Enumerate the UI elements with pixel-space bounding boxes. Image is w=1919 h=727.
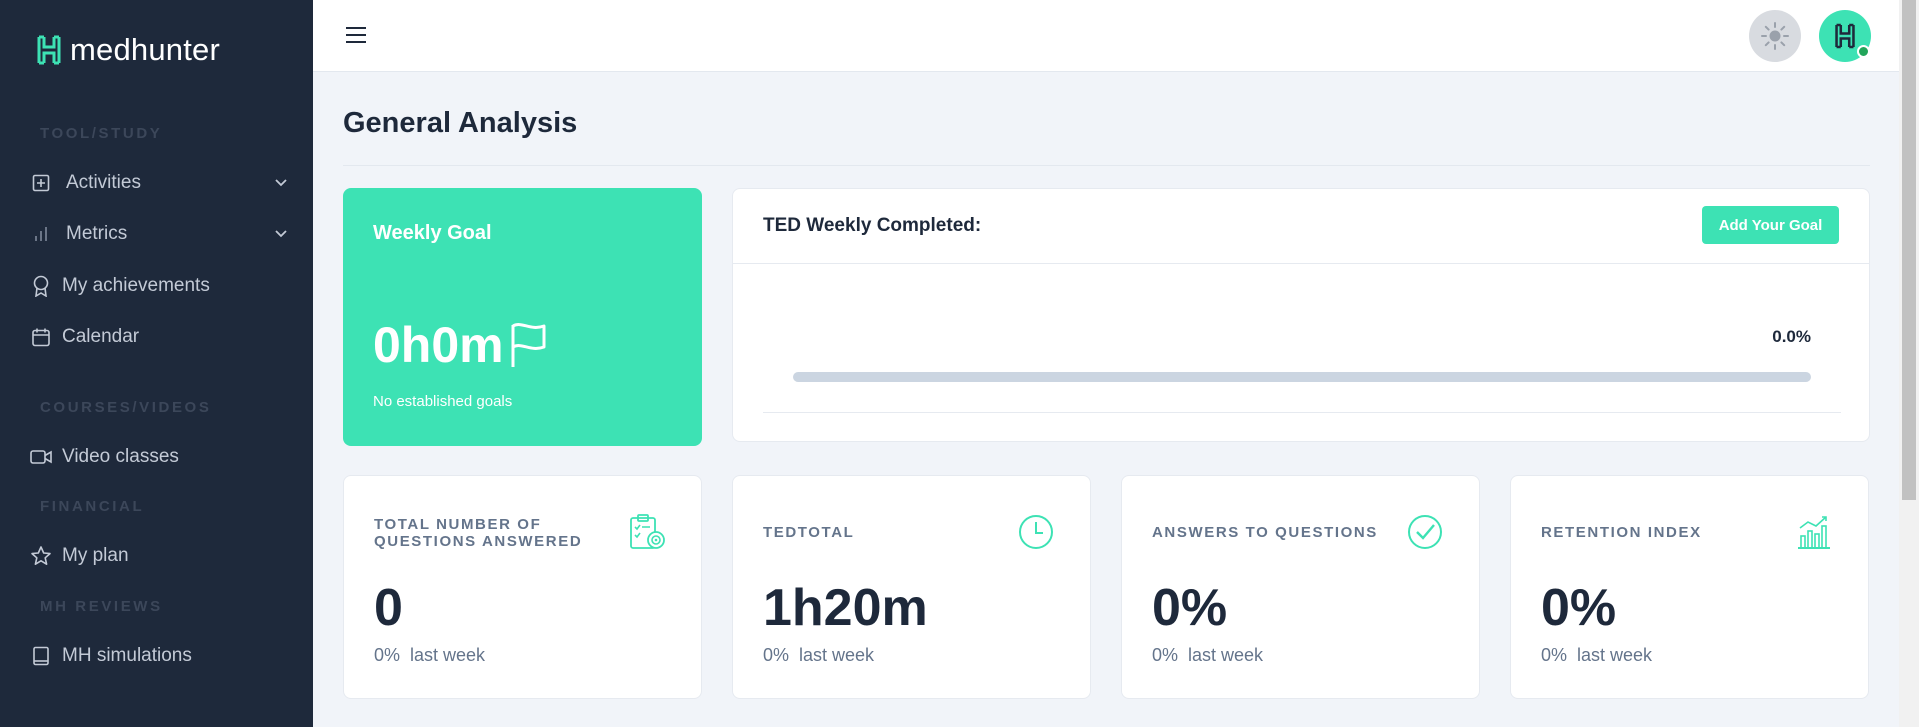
add-your-goal-button[interactable]: Add Your Goal bbox=[1702, 206, 1839, 244]
stat-trend-text: last week bbox=[1188, 645, 1264, 665]
stat-trend: 0% last week bbox=[1152, 645, 1263, 666]
online-status-indicator bbox=[1857, 45, 1870, 58]
divider bbox=[733, 263, 1869, 264]
stat-card-retention-index: RETENTION INDEX 0% 0% last week bbox=[1510, 475, 1869, 699]
clock-icon bbox=[1019, 515, 1053, 549]
sidebar-item-label: My achievements bbox=[62, 275, 210, 296]
stat-value: 0% bbox=[1152, 579, 1228, 637]
stat-card-tedtotal: TEDTOTAL 1h20m 0% last week bbox=[732, 475, 1091, 699]
section-courses-videos: COURSES/VIDEOS bbox=[40, 399, 212, 416]
scrollbar-thumb[interactable] bbox=[1902, 0, 1916, 500]
stat-label: TOTAL NUMBER OF QUESTIONS ANSWERED bbox=[374, 516, 582, 550]
sidebar-item-mh-simulations[interactable]: MH simulations bbox=[30, 638, 290, 674]
sidebar-item-activities[interactable]: Activities bbox=[30, 165, 290, 201]
divider bbox=[343, 165, 1870, 166]
flag-icon bbox=[511, 323, 546, 367]
book-icon bbox=[30, 645, 52, 667]
clipboard-target-icon bbox=[630, 514, 665, 549]
stat-value: 0% bbox=[1541, 579, 1617, 637]
stat-trend-percent: 0% bbox=[1541, 645, 1568, 665]
weekly-goal-card: Weekly Goal 0h0m No established goals bbox=[343, 188, 702, 446]
section-mh-reviews: MH REVIEWS bbox=[40, 598, 163, 615]
weekly-goal-value: 0h0m bbox=[373, 317, 504, 373]
sidebar-item-my-plan[interactable]: My plan bbox=[30, 538, 290, 574]
stat-trend-text: last week bbox=[410, 645, 486, 665]
check-circle-icon bbox=[1408, 515, 1442, 549]
weekly-goal-value-row: 0h0m bbox=[373, 316, 550, 374]
brand-name: medhunter bbox=[70, 32, 221, 67]
chevron-down-icon bbox=[275, 230, 287, 238]
medhunter-logo-icon bbox=[1835, 23, 1855, 49]
ted-weekly-title: TED Weekly Completed: bbox=[763, 215, 982, 236]
stat-trend-percent: 0% bbox=[1152, 645, 1179, 665]
stat-trend: 0% last week bbox=[1541, 645, 1652, 666]
sidebar-item-label: Calendar bbox=[62, 326, 140, 347]
bar-chart-icon bbox=[30, 223, 52, 245]
calendar-icon bbox=[30, 326, 52, 348]
sidebar-item-calendar[interactable]: Calendar bbox=[30, 319, 290, 355]
stat-trend: 0% last week bbox=[763, 645, 874, 666]
brand-logo[interactable]: medhunter bbox=[36, 32, 220, 68]
ted-weekly-percent: 0.0% bbox=[1772, 327, 1811, 346]
stat-label: TEDTOTAL bbox=[763, 524, 855, 541]
page-title: General Analysis bbox=[343, 107, 578, 139]
stat-label-line: QUESTIONS ANSWERED bbox=[374, 533, 583, 550]
weekly-goal-title: Weekly Goal bbox=[373, 222, 492, 244]
video-icon bbox=[30, 446, 52, 468]
medhunter-logo-icon bbox=[37, 35, 61, 65]
weekly-goal-subtitle: No established goals bbox=[373, 393, 513, 410]
sidebar-item-my-achievements[interactable]: My achievements bbox=[30, 268, 290, 304]
topbar bbox=[313, 0, 1899, 72]
section-financial: FINANCIAL bbox=[40, 498, 145, 515]
sidebar-item-label: My plan bbox=[62, 545, 129, 566]
sidebar-item-label: MH simulations bbox=[62, 645, 192, 666]
stat-trend-percent: 0% bbox=[763, 645, 790, 665]
ted-weekly-progress-bar bbox=[793, 372, 1811, 382]
avatar[interactable] bbox=[1819, 10, 1871, 62]
sun-icon bbox=[1761, 22, 1789, 50]
sidebar-item-label: Metrics bbox=[66, 223, 128, 244]
sidebar-item-label: Video classes bbox=[62, 446, 179, 467]
stat-label: RETENTION INDEX bbox=[1541, 524, 1702, 541]
ted-weekly-card: TED Weekly Completed: Add Your Goal 0.0% bbox=[732, 188, 1870, 442]
divider bbox=[763, 412, 1841, 413]
stat-value: 0 bbox=[374, 579, 403, 637]
chevron-down-icon bbox=[275, 179, 287, 187]
stat-trend-text: last week bbox=[1577, 645, 1653, 665]
plus-square-icon bbox=[30, 172, 52, 194]
stat-trend-percent: 0% bbox=[374, 645, 401, 665]
sidebar: medhunter TOOL/STUDY Activities Metrics … bbox=[0, 0, 313, 727]
theme-toggle-button[interactable] bbox=[1749, 10, 1801, 62]
sidebar-item-label: Activities bbox=[66, 172, 141, 193]
section-tool-study: TOOL/STUDY bbox=[40, 125, 163, 142]
stat-label: ANSWERS TO QUESTIONS bbox=[1152, 524, 1378, 541]
stat-trend: 0% last week bbox=[374, 645, 485, 666]
stat-card-questions-answered: TOTAL NUMBER OF QUESTIONS ANSWERED 0 0% l… bbox=[343, 475, 702, 699]
stat-card-answers-to-questions: ANSWERS TO QUESTIONS 0% 0% last week bbox=[1121, 475, 1480, 699]
page-scrollbar[interactable] bbox=[1899, 0, 1919, 727]
sidebar-item-metrics[interactable]: Metrics bbox=[30, 216, 290, 252]
star-icon bbox=[30, 545, 52, 567]
hamburger-menu-icon[interactable] bbox=[343, 22, 371, 50]
growth-chart-icon bbox=[1798, 516, 1830, 549]
sidebar-item-video-classes[interactable]: Video classes bbox=[30, 439, 290, 475]
stat-value: 1h20m bbox=[763, 579, 928, 637]
stat-label-line: TOTAL NUMBER OF bbox=[374, 516, 542, 533]
stat-trend-text: last week bbox=[799, 645, 875, 665]
award-icon bbox=[30, 275, 52, 297]
